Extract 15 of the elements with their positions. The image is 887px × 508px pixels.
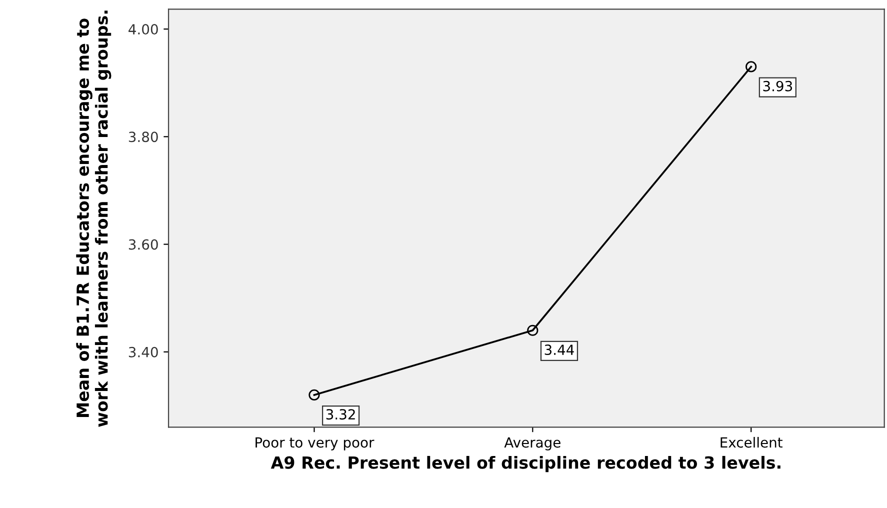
x-tick-label: Excellent: [720, 436, 782, 448]
x-tick-label: Average: [504, 437, 560, 450]
point: [308, 389, 320, 400]
y-tick-label: 3.40: [128, 346, 158, 358]
data-label: 3.44: [544, 344, 574, 356]
data-label: 3.32: [326, 409, 355, 420]
y-tick-label: 4.00: [128, 24, 158, 35]
y-tick-label: 3.80: [128, 132, 158, 142]
y-tick-label: 3.60: [128, 239, 158, 250]
y-axis-title: Mean of B1.7R Educators encourage me to work with learners from other racial groups.: [76, 10, 112, 427]
x-tick-label: Poor to very poor: [256, 437, 374, 450]
point: [527, 324, 538, 336]
data-label: 3.93: [763, 80, 792, 92]
point: [746, 61, 757, 72]
x-axis-title: A9 Rec. Present level of discipline recoded to 3 levels.: [270, 456, 780, 472]
